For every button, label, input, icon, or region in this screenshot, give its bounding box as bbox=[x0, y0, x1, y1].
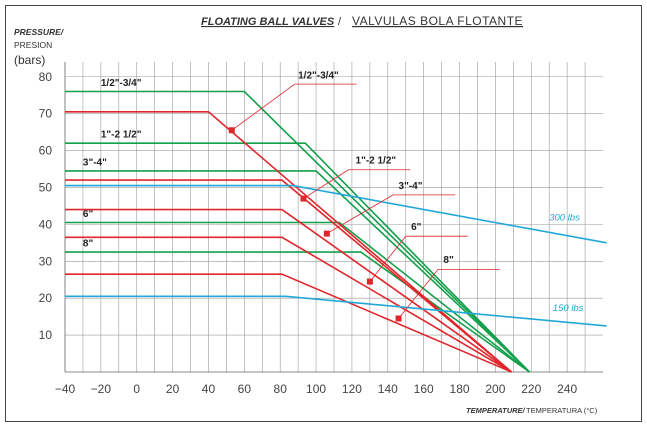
x-tick-label: 220 bbox=[521, 382, 541, 396]
xlabel-sub: TEMPERATURA (°C) bbox=[526, 406, 598, 415]
series-line-green-2 bbox=[65, 170, 531, 373]
y-tick-label: 30 bbox=[39, 254, 53, 268]
title-subtitle: VALVULAS BOLA FLOTANTE bbox=[352, 14, 523, 28]
series-line-green-4 bbox=[65, 251, 530, 373]
y-tick-label: 20 bbox=[39, 291, 53, 305]
series-line-blue-10 bbox=[65, 184, 607, 244]
callout-label: 6" bbox=[411, 222, 422, 233]
series-line-green-0 bbox=[65, 90, 531, 373]
callout-leader bbox=[303, 169, 349, 199]
callout-marker bbox=[323, 230, 330, 237]
y-tick-label: 10 bbox=[39, 328, 53, 342]
tick-labels: −40 −20 0 20 40 60 80 100 120 140 160 180 200 220 240 1… bbox=[39, 70, 578, 396]
page-border bbox=[5, 5, 642, 422]
annotation-layer: 300 lbs 150 lbs bbox=[549, 213, 583, 314]
callout-marker bbox=[366, 278, 373, 285]
callout-marker bbox=[300, 195, 307, 202]
x-tick-label: 160 bbox=[414, 382, 434, 396]
series-line-red-9 bbox=[65, 273, 512, 373]
xlabel-main: TEMPERATURE/ bbox=[466, 406, 526, 415]
ylabel-line2: PRESION bbox=[14, 40, 52, 50]
y-tick-label: 80 bbox=[39, 70, 53, 84]
callout-leader bbox=[398, 269, 439, 319]
y-axis-label: PRESSURE/ PRESION (bars) bbox=[14, 27, 65, 67]
ylabel-unit: (bars) bbox=[14, 53, 45, 67]
x-tick-label: 180 bbox=[450, 382, 470, 396]
callout-marker bbox=[395, 315, 402, 322]
grid bbox=[64, 62, 603, 373]
rating-label: 150 lbs bbox=[553, 303, 584, 314]
series-label: 8" bbox=[83, 239, 94, 250]
x-tick-label: 200 bbox=[485, 382, 505, 396]
series-line-red-5 bbox=[65, 111, 513, 373]
x-tick-label: 140 bbox=[378, 382, 398, 396]
x-tick-label: 80 bbox=[274, 382, 288, 396]
x-tick-label: −20 bbox=[91, 382, 112, 396]
chart-title: FLOATING BALL VALVES / VALVULAS BOLA FLO… bbox=[201, 14, 523, 28]
x-tick-label: 240 bbox=[557, 382, 577, 396]
series-line-red-6 bbox=[65, 179, 513, 373]
series-label: 3"-4" bbox=[83, 157, 107, 168]
series-line-green-3 bbox=[65, 221, 530, 373]
callout-leader bbox=[231, 83, 295, 131]
callout-label: 1"-2 1/2" bbox=[356, 155, 397, 166]
x-tick-label: 120 bbox=[342, 382, 362, 396]
series-label: 1"-2 1/2" bbox=[101, 130, 142, 141]
callout-leader bbox=[369, 235, 407, 282]
series-line-green-1 bbox=[65, 142, 531, 373]
rating-label: 300 lbs bbox=[549, 213, 580, 224]
y-tick-label: 50 bbox=[39, 180, 53, 194]
callout-label: 3"-4" bbox=[399, 181, 423, 192]
title-main: FLOATING BALL VALVES bbox=[201, 16, 335, 28]
x-tick-label: 0 bbox=[133, 382, 140, 396]
x-tick-label: 100 bbox=[306, 382, 326, 396]
x-tick-label: 40 bbox=[202, 382, 216, 396]
callout-label: 8" bbox=[443, 255, 454, 266]
callout-leader bbox=[326, 194, 394, 234]
y-tick-label: 40 bbox=[39, 217, 53, 231]
series-layer: 1/2"-3/4" 1"-2 1/2" 3"-4" 6" 8" bbox=[65, 78, 607, 373]
series-line-blue-11 bbox=[65, 295, 607, 327]
series-line-red-7 bbox=[65, 208, 512, 373]
x-tick-label: 20 bbox=[166, 382, 180, 396]
ylabel-line1: PRESSURE/ bbox=[14, 27, 65, 37]
x-tick-label: −40 bbox=[55, 382, 76, 396]
callout-label: 1/2"-3/4" bbox=[298, 70, 339, 81]
callout-marker bbox=[228, 127, 235, 134]
x-tick-label: 60 bbox=[238, 382, 252, 396]
series-label: 1/2"-3/4" bbox=[101, 78, 142, 89]
series-label: 6" bbox=[83, 209, 94, 220]
y-tick-label: 70 bbox=[39, 107, 53, 121]
callout-layer: 1/2"-3/4" 1"-2 1/2" 3"-4" 6" 8" bbox=[228, 70, 501, 322]
series-line-red-8 bbox=[65, 236, 512, 373]
title-separator: / bbox=[338, 16, 342, 28]
x-axis-label: TEMPERATURE/ TEMPERATURA (°C) bbox=[466, 406, 598, 415]
y-tick-label: 60 bbox=[39, 144, 53, 158]
